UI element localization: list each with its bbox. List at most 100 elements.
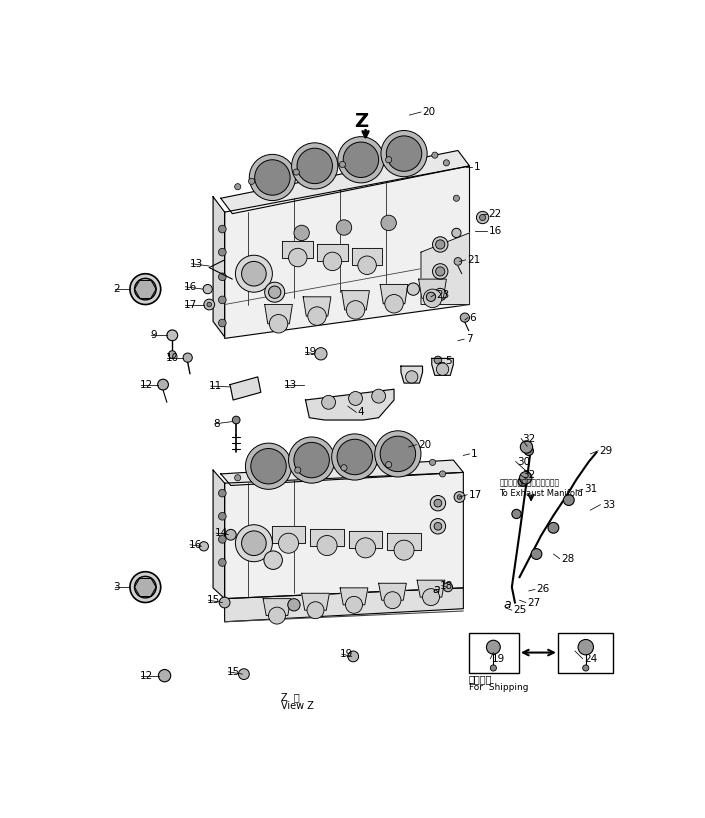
Circle shape bbox=[219, 249, 226, 256]
Circle shape bbox=[219, 273, 226, 281]
Text: 21: 21 bbox=[467, 255, 480, 265]
Circle shape bbox=[235, 183, 241, 190]
Circle shape bbox=[135, 577, 156, 598]
Circle shape bbox=[238, 669, 250, 680]
Circle shape bbox=[250, 155, 295, 200]
Circle shape bbox=[294, 225, 309, 240]
Circle shape bbox=[381, 215, 396, 231]
Circle shape bbox=[294, 443, 329, 478]
Circle shape bbox=[248, 178, 255, 184]
Text: 14: 14 bbox=[214, 528, 228, 538]
Text: 5: 5 bbox=[446, 357, 452, 366]
Text: 20: 20 bbox=[422, 107, 436, 117]
Text: 25: 25 bbox=[513, 605, 527, 615]
Text: 1: 1 bbox=[471, 449, 478, 459]
Text: 9: 9 bbox=[150, 330, 157, 340]
Circle shape bbox=[321, 395, 336, 409]
Circle shape bbox=[219, 597, 230, 608]
Text: 6: 6 bbox=[470, 312, 476, 322]
Circle shape bbox=[434, 356, 442, 364]
Circle shape bbox=[269, 315, 288, 333]
Polygon shape bbox=[421, 233, 470, 304]
Polygon shape bbox=[352, 249, 383, 265]
Polygon shape bbox=[303, 297, 331, 316]
Circle shape bbox=[578, 640, 594, 655]
Text: 22: 22 bbox=[489, 209, 502, 218]
Text: 12: 12 bbox=[140, 671, 153, 681]
Circle shape bbox=[288, 437, 335, 483]
Text: 8: 8 bbox=[213, 419, 220, 429]
Bar bbox=[469, 633, 519, 673]
Circle shape bbox=[443, 160, 450, 166]
Text: To Exhaust Manifold: To Exhaust Manifold bbox=[500, 488, 583, 497]
Polygon shape bbox=[225, 588, 463, 622]
Circle shape bbox=[433, 236, 448, 252]
Polygon shape bbox=[431, 358, 453, 375]
Polygon shape bbox=[271, 526, 305, 543]
Text: 20: 20 bbox=[418, 439, 431, 450]
Circle shape bbox=[168, 351, 176, 358]
Circle shape bbox=[219, 489, 226, 497]
Circle shape bbox=[200, 542, 209, 551]
Circle shape bbox=[226, 529, 236, 540]
Bar bbox=[558, 633, 613, 673]
Circle shape bbox=[439, 471, 446, 477]
Circle shape bbox=[394, 540, 414, 560]
Text: 33: 33 bbox=[602, 500, 615, 510]
Text: 2: 2 bbox=[113, 284, 120, 294]
Text: 32: 32 bbox=[522, 470, 536, 480]
Circle shape bbox=[457, 495, 462, 499]
Polygon shape bbox=[283, 240, 313, 258]
Circle shape bbox=[278, 533, 298, 553]
Circle shape bbox=[317, 536, 337, 555]
Circle shape bbox=[219, 319, 226, 327]
Circle shape bbox=[167, 330, 178, 341]
Polygon shape bbox=[263, 599, 291, 616]
Circle shape bbox=[348, 392, 362, 406]
Circle shape bbox=[422, 589, 439, 605]
Circle shape bbox=[429, 459, 436, 465]
Text: 15: 15 bbox=[207, 596, 220, 605]
Circle shape bbox=[490, 665, 496, 671]
Circle shape bbox=[405, 371, 418, 383]
Circle shape bbox=[135, 278, 156, 300]
Circle shape bbox=[531, 549, 542, 560]
Text: 1: 1 bbox=[473, 163, 480, 173]
Circle shape bbox=[159, 669, 171, 682]
Circle shape bbox=[460, 313, 470, 322]
Circle shape bbox=[512, 510, 521, 519]
Text: 19: 19 bbox=[492, 654, 505, 663]
Text: 24: 24 bbox=[584, 654, 597, 663]
Circle shape bbox=[427, 292, 436, 302]
Circle shape bbox=[295, 467, 301, 473]
Circle shape bbox=[219, 296, 226, 303]
Text: a: a bbox=[503, 598, 511, 611]
Text: 7: 7 bbox=[465, 335, 472, 344]
Polygon shape bbox=[310, 528, 344, 546]
Text: 4: 4 bbox=[358, 407, 364, 417]
Circle shape bbox=[341, 465, 347, 471]
Circle shape bbox=[292, 143, 338, 189]
Text: 15: 15 bbox=[227, 667, 240, 676]
Circle shape bbox=[381, 131, 427, 177]
Circle shape bbox=[355, 537, 376, 558]
Circle shape bbox=[479, 214, 486, 221]
Circle shape bbox=[386, 136, 422, 171]
Circle shape bbox=[338, 137, 384, 183]
Text: Z: Z bbox=[354, 112, 368, 131]
Circle shape bbox=[235, 524, 272, 562]
Polygon shape bbox=[348, 531, 383, 548]
Polygon shape bbox=[419, 279, 446, 299]
Text: 27: 27 bbox=[527, 597, 541, 608]
Polygon shape bbox=[264, 304, 293, 324]
Polygon shape bbox=[213, 470, 225, 599]
Text: 16: 16 bbox=[489, 226, 502, 236]
Polygon shape bbox=[417, 580, 445, 597]
Polygon shape bbox=[387, 533, 421, 551]
Circle shape bbox=[293, 169, 300, 175]
Circle shape bbox=[518, 477, 527, 486]
Polygon shape bbox=[213, 196, 225, 337]
Circle shape bbox=[386, 157, 392, 163]
Circle shape bbox=[520, 441, 533, 453]
Circle shape bbox=[288, 599, 300, 611]
